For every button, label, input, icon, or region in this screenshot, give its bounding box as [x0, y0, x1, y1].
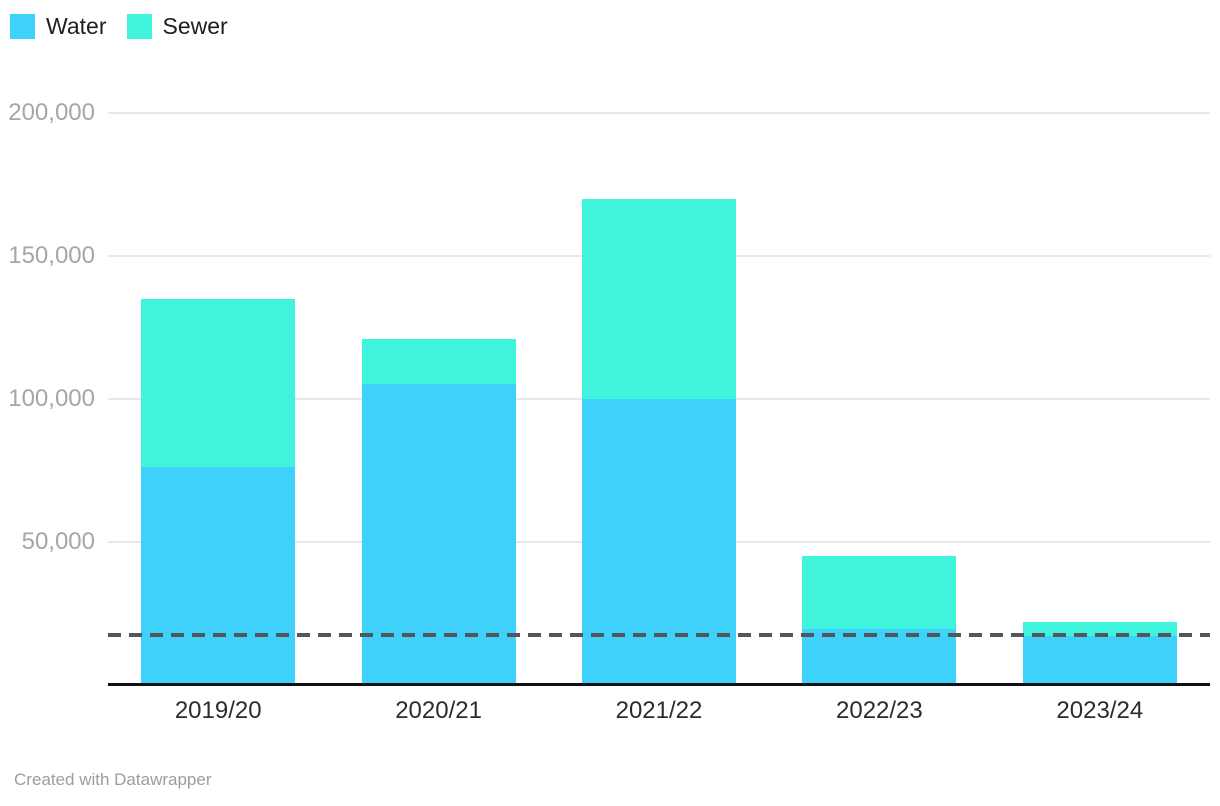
x-tick-label-2019/20: 2019/20: [174, 697, 262, 724]
bar-2021/22-sewer[interactable]: [582, 198, 736, 399]
bar-2023/24-water[interactable]: [1022, 635, 1177, 685]
x-tick-label-2022/23: 2022/23: [836, 697, 923, 724]
legend: Water Sewer: [10, 14, 228, 39]
x-axis-line: [108, 683, 1210, 686]
datawrapper-credit-link[interactable]: Created with Datawrapper: [14, 770, 212, 789]
x-tick-label-2020/21: 2020/21: [395, 697, 482, 724]
bar-2022/23-sewer[interactable]: [802, 555, 957, 629]
bar-2019/20-water[interactable]: [141, 467, 296, 685]
legend-label-water: Water: [46, 13, 107, 39]
gridline-200,000: [108, 111, 1210, 114]
legend-item-sewer: Sewer: [126, 13, 228, 39]
water-swatch-icon: [10, 14, 35, 39]
reference-dashed-line: [108, 633, 1210, 638]
legend-item-water: Water: [10, 14, 107, 39]
y-tick-label: 150,000: [8, 241, 95, 269]
bar-2022/23-water[interactable]: [802, 628, 957, 685]
bar-2019/20-sewer[interactable]: [141, 298, 296, 468]
bar-2023/24-sewer[interactable]: [1022, 621, 1177, 636]
x-tick-label-2021/22: 2021/22: [615, 697, 703, 724]
bar-2020/21-sewer[interactable]: [361, 338, 516, 385]
y-tick-label: 50,000: [21, 527, 95, 555]
bar-2020/21-water[interactable]: [361, 384, 516, 685]
y-tick-label: 100,000: [8, 384, 95, 412]
x-tick-label-2023/24: 2023/24: [1056, 697, 1144, 724]
y-tick-label: 200,000: [8, 98, 95, 126]
legend-label-sewer: Sewer: [162, 13, 228, 39]
sewer-swatch-icon: [126, 14, 152, 39]
bar-2021/22-water[interactable]: [582, 398, 736, 685]
